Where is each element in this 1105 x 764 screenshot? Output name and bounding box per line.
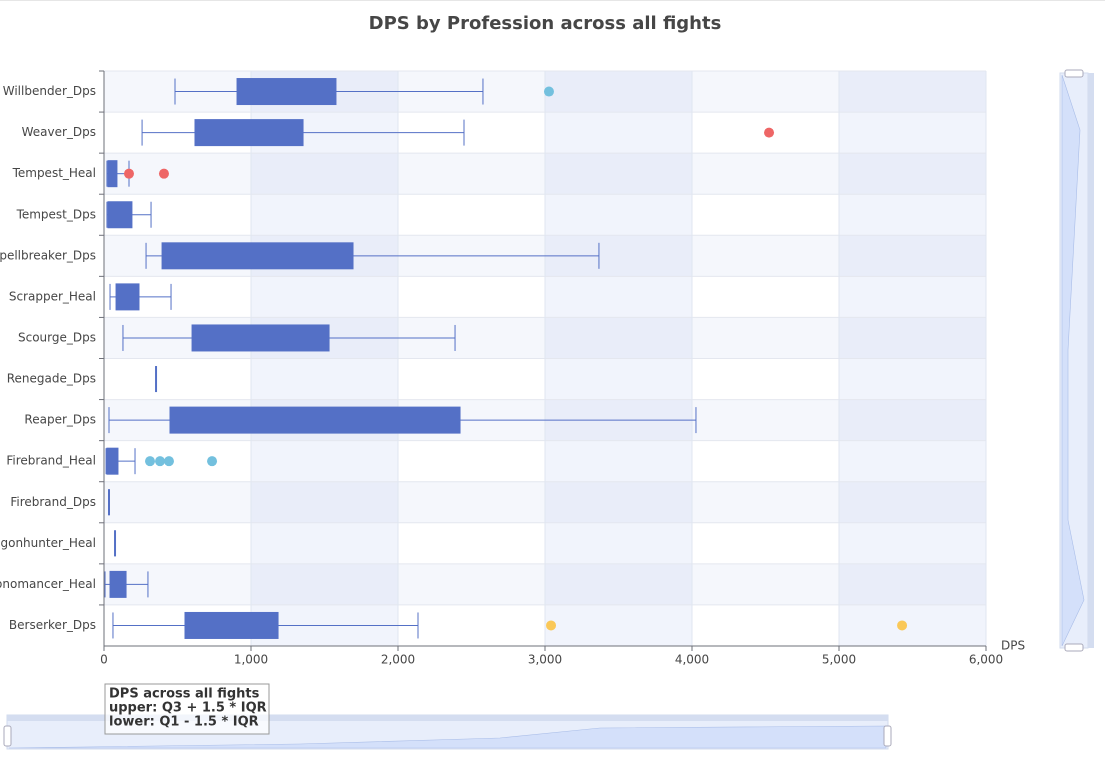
box <box>236 78 337 106</box>
y-tick-label: Weaver_Dps <box>22 125 96 139</box>
y-tick-label: Willbender_Dps <box>3 84 96 98</box>
x-tick-label: 4,000 <box>675 653 709 667</box>
outlier <box>123 168 134 179</box>
box <box>161 242 354 270</box>
box <box>184 611 279 639</box>
box <box>107 201 133 229</box>
x-tick-label: 1,000 <box>234 653 268 667</box>
y-tick-label: Renegade_Dps <box>7 372 96 386</box>
x-tick-label: 6,000 <box>969 653 1003 667</box>
outlier <box>897 620 908 631</box>
x-axis-label: DPS <box>1001 639 1025 653</box>
y-data-zoom[interactable] <box>1059 69 1094 652</box>
box <box>115 283 140 311</box>
zoom-filler <box>1088 73 1094 648</box>
outlier <box>543 86 554 97</box>
x-tick-label: 5,000 <box>822 653 856 667</box>
y-tick-label: Reaper_Dps <box>24 413 96 427</box>
note-line: DPS across all fights <box>109 687 260 702</box>
y-tick-label: Firebrand_Dps <box>10 495 96 509</box>
note-box: DPS across all fights upper: Q3 + 1.5 * … <box>104 683 270 735</box>
outlier <box>145 456 156 467</box>
note-line: lower: Q1 - 1.5 * IQR <box>109 715 259 730</box>
outlier <box>207 456 218 467</box>
y-tick-label: Berserker_Dps <box>9 618 96 632</box>
zoom-handle[interactable] <box>1064 643 1084 652</box>
y-tick-label: Tempest_Dps <box>16 207 96 221</box>
box <box>169 406 461 434</box>
box <box>107 160 118 188</box>
x-tick-label: 2,000 <box>381 653 415 667</box>
x-tick-label: 3,000 <box>528 653 562 667</box>
outlier <box>764 127 775 138</box>
outlier <box>163 456 174 467</box>
zoom-handle[interactable] <box>1064 69 1084 78</box>
y-tick-label: Scourge_Dps <box>18 330 96 344</box>
outlier <box>155 456 166 467</box>
outlier <box>546 620 557 631</box>
y-tick-label: Tempest_Heal <box>12 166 96 180</box>
y-tick-label: Spellbreaker_Dps <box>0 248 96 262</box>
y-tick-label: Chronomancer_Heal <box>0 577 96 591</box>
box <box>191 324 330 352</box>
zoom-shape <box>1061 74 1085 647</box>
zoom-handle[interactable] <box>3 725 12 747</box>
y-tick-label: Firebrand_Heal <box>6 454 96 468</box>
box <box>106 447 119 475</box>
note-frame <box>104 683 270 735</box>
chart-title: DPS by Profession across all fights <box>369 13 722 34</box>
zoom-filler <box>7 715 888 721</box>
note-line: upper: Q3 + 1.5 * IQR <box>109 701 267 716</box>
box <box>194 119 304 147</box>
zoom-handle[interactable] <box>883 725 892 747</box>
outlier <box>158 168 169 179</box>
y-tick-label: Dragonhunter_Heal <box>0 536 96 550</box>
zoom-shape <box>8 725 887 749</box>
y-tick-label: Scrapper_Heal <box>9 289 96 303</box>
x-tick-label: 0 <box>100 653 108 667</box>
